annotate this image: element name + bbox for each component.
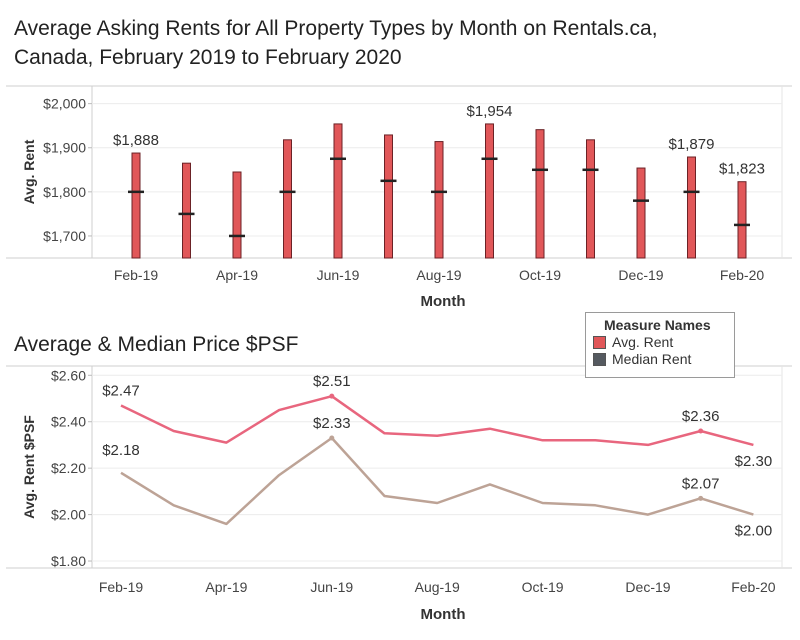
y-axis-title: Avg. Rent $PSF	[21, 415, 37, 519]
point-line-median-rent-Jun-19	[329, 435, 335, 441]
data-label: $2.07	[682, 475, 720, 492]
data-label: $1,954	[467, 103, 513, 120]
legend-swatch-median-rent	[593, 352, 606, 366]
x-tick-label: Dec-19	[625, 579, 670, 595]
y-tick-label: $2.60	[51, 367, 86, 383]
y-tick-label: $2.00	[51, 507, 86, 523]
x-axis-title: Month	[421, 606, 466, 623]
legend-label-median-rent: Median Rent	[612, 351, 692, 367]
bar-avg-rent-Jul-19	[384, 134, 393, 259]
x-tick-label: Apr-19	[216, 267, 258, 283]
x-tick-label: Oct-19	[522, 579, 564, 595]
data-label: $2.36	[682, 408, 720, 425]
x-tick-label: Aug-19	[415, 579, 460, 595]
point-line-avg-rent-Jun-19	[329, 393, 335, 399]
legend-item-avg-rent[interactable]: Avg. Rent	[586, 333, 734, 350]
bar-chart-avg-rent: $1,700 $1,800 $1,900 $2,000 Feb-19 Apr-19 Jun-…	[6, 85, 792, 310]
data-label: $2.18	[102, 442, 140, 459]
chart1-title-line2: Canada, February 2019 to February 2020	[14, 46, 402, 69]
x-tick-label: Feb-19	[114, 267, 159, 283]
bar-avg-rent-Aug-19	[434, 141, 444, 259]
data-label: $2.30	[735, 453, 773, 470]
bar-avg-rent-Dec-19	[636, 167, 646, 259]
line-avg-rent	[120, 394, 754, 447]
data-label: $1,888	[113, 132, 159, 149]
bar-avg-rent-Mar-19	[182, 162, 191, 259]
y-tick-label: $1,700	[43, 228, 86, 244]
bar-avg-rent-Jun-19	[333, 123, 343, 259]
chart1-title-line1: Average Asking Rents for All Property Ty…	[14, 17, 658, 40]
legend-swatch-avg-rent	[593, 335, 606, 349]
x-tick-label: Oct-19	[519, 267, 561, 283]
data-label: $1,823	[719, 161, 765, 178]
chart1-title: Average Asking Rents for All Property Ty…	[14, 14, 658, 72]
bar-avg-rent-Jan-20	[687, 156, 696, 259]
point-line-median-rent-Jan-20	[698, 495, 704, 501]
x-axis-title: Month	[421, 293, 466, 310]
data-label: $2.33	[313, 415, 351, 432]
y-tick-label: $1,800	[43, 184, 86, 200]
bar-avg-rent-Oct-19	[535, 129, 545, 259]
bar-avg-rent-Feb-19	[131, 152, 141, 259]
legend-title: Measure Names	[604, 317, 711, 333]
y-tick-label: $1.80	[51, 553, 86, 569]
legend: Measure Names Avg. Rent Median Rent	[585, 312, 735, 378]
y-tick-label: $2.20	[51, 460, 86, 476]
bar-avg-rent-Apr-19	[232, 171, 242, 259]
legend-item-median-rent[interactable]: Median Rent	[586, 350, 734, 367]
x-tick-label: Apr-19	[205, 579, 247, 595]
y-tick-label: $2.40	[51, 414, 86, 430]
x-tick-label: Feb-20	[720, 267, 765, 283]
chart2-title: Average & Median Price $PSF	[14, 333, 299, 356]
data-label: $2.00	[735, 523, 773, 540]
data-label: $2.47	[102, 382, 140, 399]
y-tick-label: $2,000	[43, 96, 86, 112]
x-tick-label: Feb-20	[731, 579, 776, 595]
bar-avg-rent-May-19	[283, 139, 292, 259]
x-tick-label: Jun-19	[310, 579, 353, 595]
point-line-avg-rent-Jan-20	[698, 428, 704, 434]
x-tick-label: Feb-19	[99, 579, 144, 595]
bar-avg-rent-Sep-19	[485, 123, 494, 259]
legend-label-avg-rent: Avg. Rent	[612, 334, 674, 350]
data-label: $2.51	[313, 373, 351, 390]
line-median-rent	[120, 436, 754, 526]
bar-avg-rent-Nov-19	[586, 139, 595, 259]
x-tick-label: Jun-19	[317, 267, 360, 283]
y-axis-title: Avg. Rent	[21, 139, 37, 204]
x-tick-label: Aug-19	[416, 267, 461, 283]
y-tick-label: $1,900	[43, 140, 86, 156]
data-label: $1,879	[669, 136, 715, 153]
line-chart-price-psf: $1.80 $2.00 $2.20 $2.40 $2.60 Feb-19 Apr-19 Jun…	[6, 365, 792, 623]
bar-avg-rent-Feb-20	[737, 181, 747, 259]
x-tick-label: Dec-19	[618, 267, 663, 283]
